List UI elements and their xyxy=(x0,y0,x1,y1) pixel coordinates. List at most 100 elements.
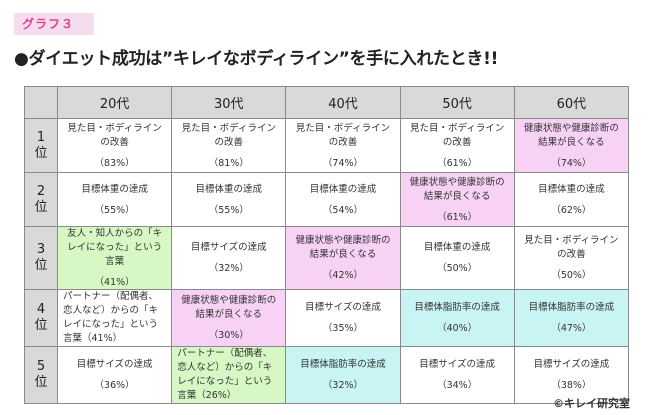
item-percentage: （40%） xyxy=(437,323,478,334)
ranking-cell: パートナー（配偶者、恋人など）からの「キレイになった」という言葉（26%） xyxy=(171,346,287,404)
ranking-cell: 健康状態や健康診断の結果が良くなる （30%） xyxy=(171,289,287,347)
ranking-cell: 見た目・ボディラインの改善 （50%） xyxy=(513,226,630,290)
table-row: 1 位見た目・ボディラインの改善 （83%） 見た目・ボディラインの改善 （81%） 見た… xyxy=(24,118,630,173)
ranking-cell: 見た目・ボディラインの改善 （81%） xyxy=(171,118,287,173)
item-percentage: （50%） xyxy=(437,263,478,274)
item-label: 健康状態や健康診断の結果が良くなる xyxy=(409,176,505,202)
item-label: 目標サイズの達成 xyxy=(533,359,610,370)
item-label: 目標体重の達成 xyxy=(538,183,605,195)
ranking-cell: 健康状態や健康診断の結果が良くなる （74%） xyxy=(513,118,630,173)
item-percentage: （50%） xyxy=(551,270,592,281)
ranking-table: 20代 30代 40代 50代 60代 1 位見た目・ボディラインの改善 （83%）… xyxy=(24,86,630,404)
ranking-cell: 見た目・ボディラインの改善 （74%） xyxy=(285,118,401,173)
column-header: 60代 xyxy=(513,86,630,119)
item-label: 見た目・ボディラインの改善 xyxy=(181,122,276,148)
item-percentage: （32%） xyxy=(322,380,364,391)
item-percentage: （62%） xyxy=(551,204,592,216)
item-percentage: （30%） xyxy=(208,330,249,341)
item-label: 目標サイズの達成 xyxy=(419,359,496,370)
ranking-cell: 目標体重の達成 （55%） xyxy=(171,172,287,227)
item-percentage: （61%） xyxy=(437,157,478,169)
ranking-cell: 目標サイズの達成 （35%） xyxy=(285,289,401,347)
column-header: 40代 xyxy=(285,86,401,119)
item-label: 健康状態や健康診断の結果が良くなる xyxy=(181,295,277,320)
ranking-cell: 目標体重の達成 （54%） xyxy=(285,172,401,227)
copyright-credit: ©キレイ研究室 xyxy=(553,397,630,410)
item-percentage: （47%） xyxy=(551,323,592,334)
item-label: 目標体重の達成 xyxy=(309,183,377,195)
ranking-cell: 目標サイズの達成 （34%） xyxy=(399,346,515,404)
table-row: 4 位パートナー（配偶者、恋人など）からの「キレイになった」という言葉（41%）健… xyxy=(24,289,630,347)
item-label: パートナー（配偶者、恋人など）からの「キレイになった」という言葉（41%） xyxy=(63,291,159,344)
item-label: 健康状態や健康診断の結果が良くなる xyxy=(523,122,619,148)
item-percentage: （74%） xyxy=(322,157,364,169)
corner-cell xyxy=(24,86,58,119)
ranking-cell: 目標サイズの達成 （32%） xyxy=(171,226,287,290)
ranking-cell: 目標体重の達成 （55%） xyxy=(56,172,173,227)
item-label: パートナー（配偶者、恋人など）からの「キレイになった」という言葉（26%） xyxy=(177,348,273,401)
page-title: ●ダイエット成功は”キレイなボディライン”を手に入れたとき!! xyxy=(14,49,499,69)
item-percentage: （34%） xyxy=(437,380,478,391)
rank-suffix: 位 xyxy=(34,145,48,161)
rank-number: 2 xyxy=(36,183,46,199)
column-header: 20代 xyxy=(56,86,173,119)
item-percentage: （61%） xyxy=(437,211,478,223)
item-percentage: （55%） xyxy=(94,204,135,216)
item-label: 健康状態や健康診断の結果が良くなる xyxy=(295,235,391,260)
rank-number: 3 xyxy=(36,242,46,257)
rank-suffix: 位 xyxy=(34,318,48,333)
item-percentage: （38%） xyxy=(551,380,592,391)
rank-number: 5 xyxy=(36,359,46,374)
item-label: 目標体脂肪率の達成 xyxy=(300,359,386,370)
ranking-cell: 目標体重の達成 （50%） xyxy=(399,226,515,290)
table-row: 5 位 目標サイズの達成 （36%） パートナー（配偶者、恋人など）からの「キレイになっ… xyxy=(24,346,630,404)
item-label: 見た目・ボディラインの改善 xyxy=(67,122,162,148)
ranking-cell: 目標サイズの達成 （36%） xyxy=(56,346,173,404)
item-label: 見た目・ボディラインの改善 xyxy=(295,122,391,148)
item-label: 見た目・ボディラインの改善 xyxy=(409,122,505,148)
item-percentage: （55%） xyxy=(208,204,249,216)
item-label: 友人・知人からの「キレイになった」という言葉 xyxy=(67,228,163,267)
ranking-cell: 見た目・ボディラインの改善 （61%） xyxy=(399,118,515,173)
item-percentage: （81%） xyxy=(208,157,249,169)
rank-number: 1 xyxy=(36,129,46,145)
item-percentage: （74%） xyxy=(551,157,592,169)
ranking-cell: パートナー（配偶者、恋人など）からの「キレイになった」という言葉（41%） xyxy=(56,289,173,347)
table-row: 3 位友人・知人からの「キレイになった」という言葉 （41%） 目標サイズの達成 （32… xyxy=(24,226,630,290)
item-label: 目標サイズの達成 xyxy=(76,359,153,370)
ranking-cell: 健康状態や健康診断の結果が良くなる （61%） xyxy=(399,172,515,227)
column-header: 50代 xyxy=(399,86,515,119)
column-header: 30代 xyxy=(171,86,287,119)
header-row: 20代 30代 40代 50代 60代 xyxy=(24,86,630,119)
item-label: 目標体脂肪率の達成 xyxy=(528,302,615,313)
ranking-cell: 健康状態や健康診断の結果が良くなる （42%） xyxy=(285,226,401,290)
figure-tag: グラフ３ xyxy=(14,13,94,35)
item-percentage: （36%） xyxy=(94,380,135,391)
item-percentage: （42%） xyxy=(322,270,364,281)
ranking-cell: 目標サイズの達成 （38%） xyxy=(513,346,630,404)
rank-suffix: 位 xyxy=(34,375,48,390)
ranking-cell: 友人・知人からの「キレイになった」という言葉 （41%） xyxy=(56,226,173,290)
rank-number: 4 xyxy=(36,302,46,317)
item-percentage: （83%） xyxy=(94,157,135,169)
item-label: 目標体重の達成 xyxy=(423,242,491,253)
item-label: 目標体脂肪率の達成 xyxy=(414,302,500,313)
ranking-cell: 目標体脂肪率の達成 （47%） xyxy=(513,289,630,347)
item-percentage: （41%） xyxy=(94,277,135,288)
item-label: 目標サイズの達成 xyxy=(190,242,267,253)
item-label: 目標サイズの達成 xyxy=(305,302,381,313)
item-percentage: （54%） xyxy=(322,204,364,216)
rank-suffix: 位 xyxy=(34,199,48,215)
ranking-cell: 見た目・ボディラインの改善 （83%） xyxy=(56,118,173,173)
ranking-cell: 目標体重の達成 （62%） xyxy=(513,172,630,227)
item-percentage: （32%） xyxy=(208,263,249,274)
table-row: 2 位 目標体重の達成 （55%） 目標体重の達成 （55%） 目標体重の達成 （54%） 健康… xyxy=(24,172,630,227)
item-label: 目標体重の達成 xyxy=(195,183,263,195)
item-label: 目標体重の達成 xyxy=(81,183,148,195)
ranking-cell: 目標体脂肪率の達成 （40%） xyxy=(399,289,515,347)
item-label: 見た目・ボディラインの改善 xyxy=(524,235,619,260)
